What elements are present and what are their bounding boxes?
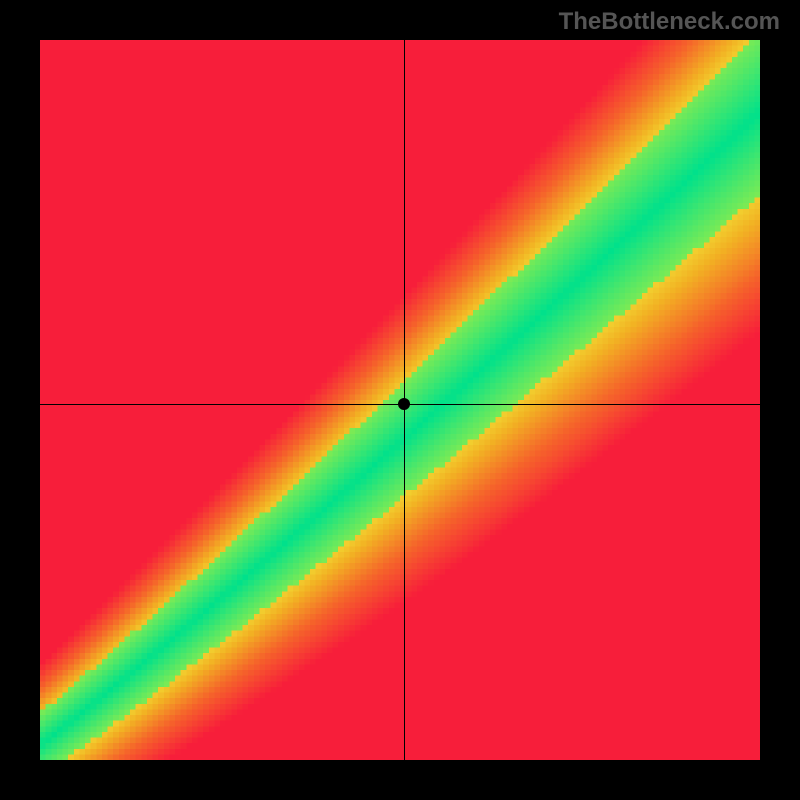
plot-area <box>40 40 760 760</box>
crosshair-dot <box>398 398 410 410</box>
watermark-text: TheBottleneck.com <box>559 8 780 36</box>
chart-container: TheBottleneck.com <box>0 0 800 800</box>
